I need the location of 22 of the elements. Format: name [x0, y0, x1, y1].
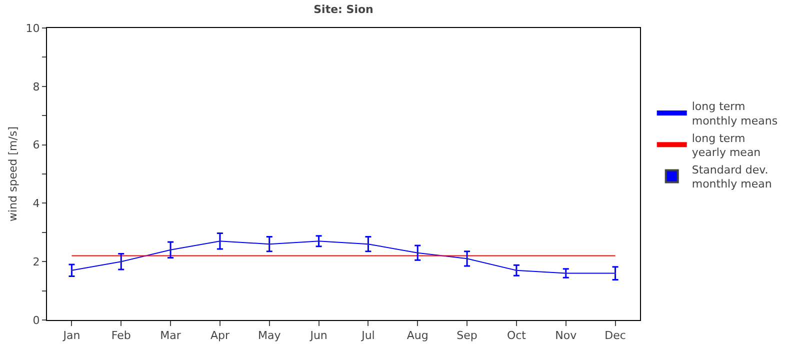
- x-tick-label: Jul: [360, 329, 375, 342]
- y-tick-label: 2: [32, 255, 40, 268]
- x-tick-label: Jan: [62, 329, 80, 342]
- x-tick-label: Nov: [555, 329, 578, 342]
- x-tick-label: Jun: [309, 329, 328, 342]
- x-tick-label: Sep: [456, 329, 478, 342]
- x-tick-label: May: [258, 329, 282, 342]
- x-tick-label: Feb: [111, 329, 131, 342]
- chart-title: Site: Sion: [314, 2, 374, 16]
- x-tick-label: Mar: [160, 329, 182, 342]
- y-tick-label: 6: [32, 138, 40, 152]
- x-tick-label: Apr: [210, 329, 230, 342]
- y-tick-label: 0: [32, 314, 40, 327]
- x-tick-label: Dec: [604, 329, 626, 342]
- x-tick-label: Oct: [506, 329, 527, 342]
- y-tick-label: 4: [32, 197, 40, 210]
- y-axis-title: wind speed [m/s]: [6, 126, 20, 222]
- y-tick-label: 8: [32, 80, 40, 94]
- legend-label: Standard dev. monthly mean: [692, 163, 772, 191]
- y-tick-label: 10: [26, 22, 40, 35]
- x-tick-label: Aug: [406, 329, 428, 342]
- legend-label: long term yearly mean: [692, 132, 761, 160]
